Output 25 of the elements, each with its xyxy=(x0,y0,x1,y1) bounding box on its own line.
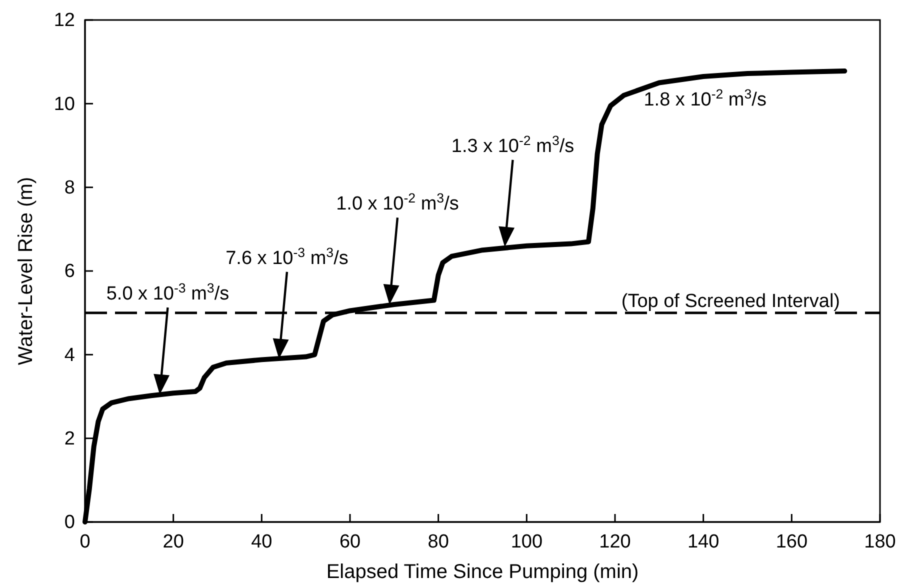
x-tick-label: 60 xyxy=(339,531,361,552)
ref-line-label: (Top of Screened Interval) xyxy=(621,290,840,312)
y-tick-label: 10 xyxy=(54,94,75,115)
y-axis-title: Water-Level Rise (m) xyxy=(15,176,37,366)
y-tick-label: 0 xyxy=(64,512,75,534)
y-tick-label: 4 xyxy=(64,344,76,366)
annotation: 1.0 x 10$^{-2}$ m$^{3}$/s xyxy=(336,190,459,215)
x-axis-title: Elapsed Time Since Pumping (min) xyxy=(326,561,639,583)
annotation: 5.0 x 10$^{-3}$ m$^{3}$/s xyxy=(106,280,230,304)
y-tick-label: 6 xyxy=(64,261,75,282)
x-tick-label: 40 xyxy=(251,531,272,552)
annotation: 1.3 x 10$^{-2}$ m$^{3}$/s xyxy=(451,132,574,157)
x-tick-label: 120 xyxy=(599,531,631,552)
y-tick-label: 2 xyxy=(64,428,75,450)
annotation: 7.6 x 10$^{-3}$ m$^{3}$/s xyxy=(226,244,348,269)
y-tick-label: 8 xyxy=(64,177,75,198)
x-tick-label: 100 xyxy=(510,531,543,552)
x-tick-label: 160 xyxy=(776,531,808,552)
x-tick-label: 0 xyxy=(80,531,90,552)
y-tick-label: 12 xyxy=(54,10,75,32)
x-tick-label: 180 xyxy=(864,531,896,552)
x-tick-label: 20 xyxy=(162,531,184,552)
annotation: 1.8 x 10$^{-2}$ m$^{3}$/s xyxy=(644,86,766,110)
x-tick-label: 80 xyxy=(428,531,449,552)
x-tick-label: 140 xyxy=(687,531,720,552)
